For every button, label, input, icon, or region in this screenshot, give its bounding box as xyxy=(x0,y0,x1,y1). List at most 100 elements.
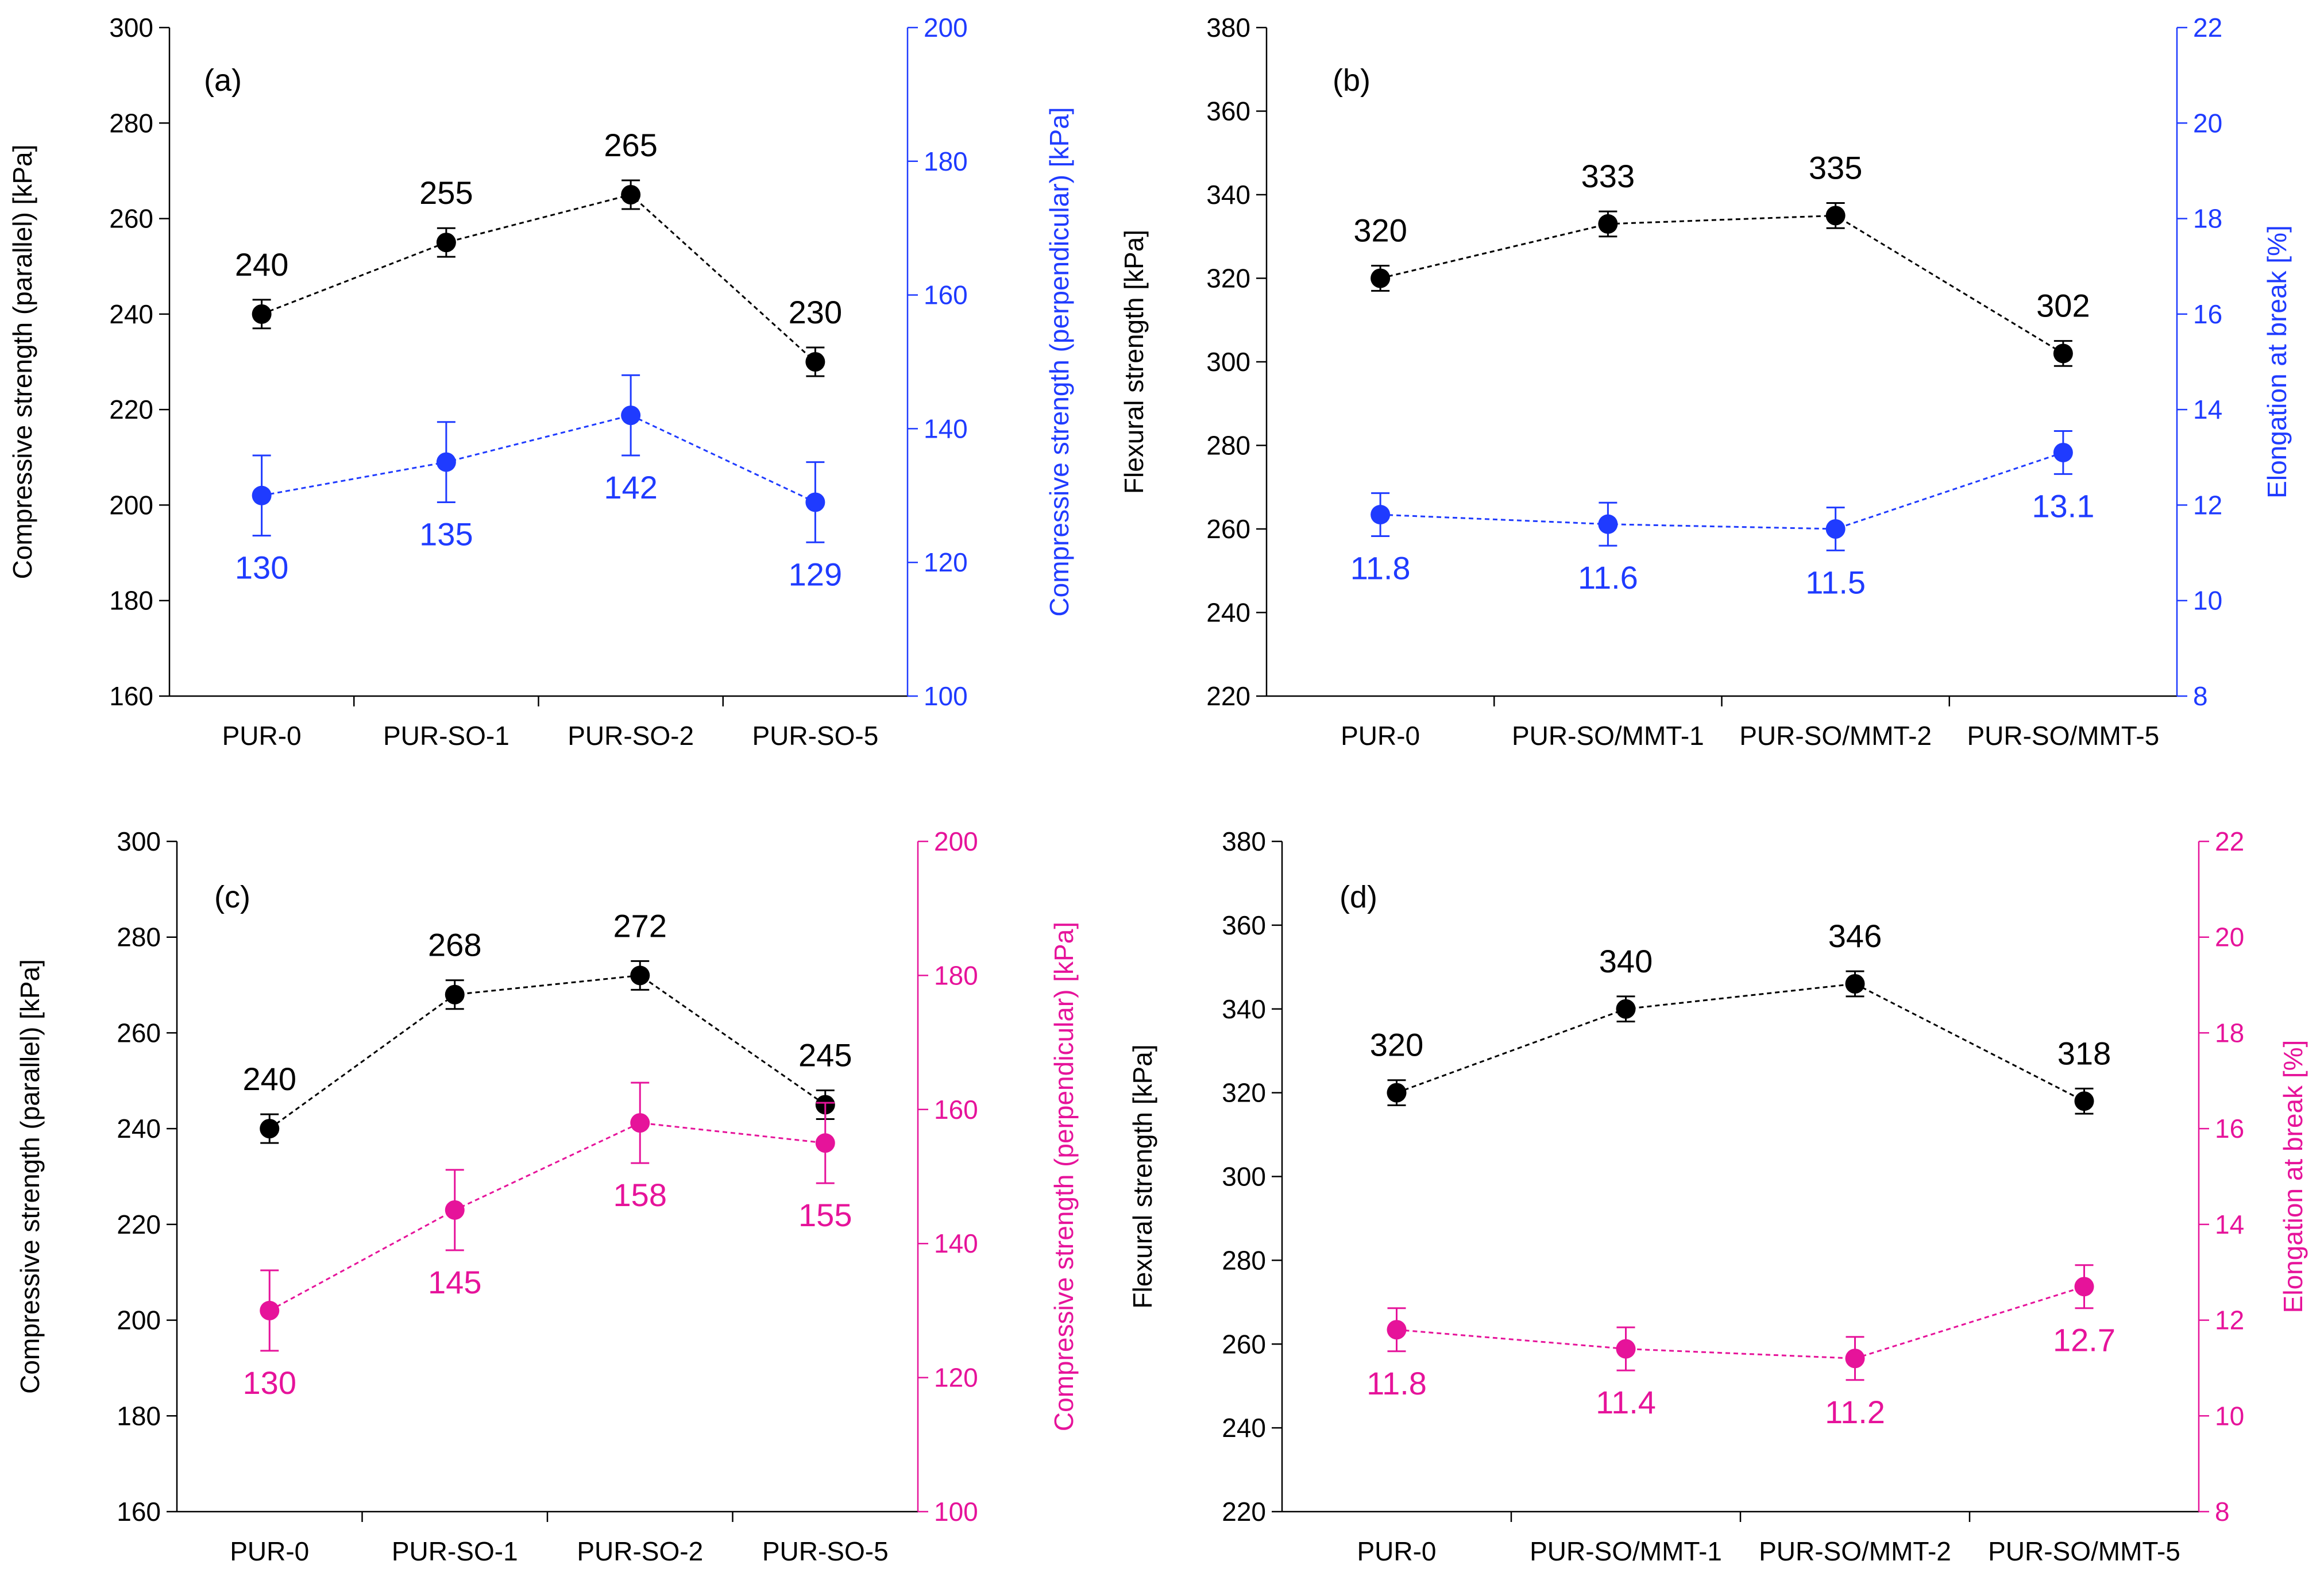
x-tick-label: PUR-SO/MMT-1 xyxy=(1512,721,1704,751)
chart-panel-4: 220 240 260 280 300 320 340 360 380 8 10 12 14 16 18 20… xyxy=(1128,826,2308,1566)
series-line-flexural xyxy=(1396,983,2085,1102)
right-y-tick-label: 18 xyxy=(2215,1018,2244,1048)
x-tick-label: PUR-SO-5 xyxy=(752,721,878,751)
left-y-tick-label: 300 xyxy=(117,826,161,856)
left-y-tick-label: 320 xyxy=(1222,1078,1266,1108)
right-y-tick-label: 10 xyxy=(2193,586,2222,616)
right-y-tick-label: 200 xyxy=(934,826,978,856)
series-line-elongation xyxy=(1380,451,2064,530)
left-y-tick-label: 280 xyxy=(117,922,161,952)
right-y-tick-label: 20 xyxy=(2215,922,2244,952)
right-y-tick-label: 100 xyxy=(924,681,968,711)
left-y-axis-title: Flexural strength [kPa] xyxy=(1119,230,1149,494)
right-y-tick-label: 120 xyxy=(934,1363,978,1393)
data-label: 240 xyxy=(243,1061,296,1097)
right-y-tick-label: 160 xyxy=(934,1095,978,1125)
right-y-tick-label: 180 xyxy=(924,146,968,176)
data-label: 130 xyxy=(243,1365,296,1401)
right-y-axis-title: Elongation at break [%] xyxy=(2278,1040,2308,1313)
left-y-tick-label: 340 xyxy=(1206,180,1250,210)
right-y-tick-label: 8 xyxy=(2193,681,2208,711)
right-y-tick-label: 160 xyxy=(924,280,968,310)
chart-panel-2: 220 240 260 280 300 320 340 360 380 8 10 12 14 16 18 20… xyxy=(1119,13,2292,751)
data-label: 320 xyxy=(1370,1027,1423,1063)
left-y-tick-label: 280 xyxy=(1206,431,1250,461)
left-y-tick-label: 240 xyxy=(109,299,153,329)
x-tick-label: PUR-SO-2 xyxy=(568,721,694,751)
right-y-tick-label: 18 xyxy=(2193,204,2222,234)
data-label: 13.1 xyxy=(2032,488,2094,524)
data-label: 11.4 xyxy=(1596,1384,1656,1420)
left-y-axis-title: Compressive strength (parallel) [kPa] xyxy=(15,959,45,1394)
left-y-tick-label: 260 xyxy=(117,1018,161,1048)
right-y-tick-label: 14 xyxy=(2215,1210,2244,1239)
data-point xyxy=(621,185,641,204)
left-y-tick-label: 360 xyxy=(1206,96,1250,126)
right-y-tick-label: 100 xyxy=(934,1497,978,1527)
data-label: 130 xyxy=(235,550,288,586)
series-line-perpendicular xyxy=(261,414,816,503)
series-line-parallel xyxy=(261,194,816,363)
data-point xyxy=(805,492,825,512)
data-point xyxy=(630,1113,650,1133)
chart-panel-1: 160 180 200 220 240 260 280 300 100 120 140 160 180 2… xyxy=(7,13,1074,751)
data-label: 335 xyxy=(1809,150,1862,186)
left-y-tick-label: 360 xyxy=(1222,910,1266,940)
data-label: 302 xyxy=(2036,288,2090,324)
data-point xyxy=(445,984,465,1005)
series-line-parallel xyxy=(269,974,826,1130)
x-tick-label: PUR-0 xyxy=(1357,1536,1436,1566)
left-y-tick-label: 240 xyxy=(1206,598,1250,628)
right-y-tick-label: 10 xyxy=(2215,1401,2244,1431)
left-y-tick-label: 180 xyxy=(117,1401,161,1431)
left-y-tick-label: 220 xyxy=(117,1210,161,1239)
left-y-tick-label: 380 xyxy=(1206,13,1250,43)
x-tick-label: PUR-SO-5 xyxy=(762,1536,889,1566)
left-y-tick-label: 160 xyxy=(117,1497,161,1527)
x-tick-label: PUR-SO/MMT-5 xyxy=(1967,721,2159,751)
data-label: 135 xyxy=(419,516,473,552)
left-y-tick-label: 320 xyxy=(1206,264,1250,293)
left-y-tick-label: 300 xyxy=(109,13,153,43)
data-point xyxy=(2074,1277,2094,1297)
right-y-tick-label: 180 xyxy=(934,960,978,990)
series-line-flexural xyxy=(1380,214,2064,354)
data-label: 11.2 xyxy=(1825,1394,1885,1430)
data-label: 158 xyxy=(613,1177,667,1213)
right-y-tick-label: 12 xyxy=(2193,490,2222,520)
data-point xyxy=(1825,519,1846,539)
data-point xyxy=(2074,1091,2094,1111)
data-point xyxy=(1616,999,1636,1019)
right-y-tick-label: 16 xyxy=(2215,1114,2244,1143)
panel-label: (b) xyxy=(1333,63,1371,98)
data-label: 155 xyxy=(798,1197,852,1233)
data-label: 11.5 xyxy=(1805,564,1866,600)
right-y-tick-label: 12 xyxy=(2215,1305,2244,1335)
series-line-elongation xyxy=(1396,1285,2084,1359)
data-point xyxy=(260,1300,280,1320)
data-point xyxy=(1845,1349,1865,1369)
x-tick-label: PUR-SO/MMT-5 xyxy=(1988,1536,2180,1566)
right-y-axis-title: Elongation at break [%] xyxy=(2262,225,2292,499)
left-y-tick-label: 260 xyxy=(109,204,153,234)
data-label: 145 xyxy=(428,1264,481,1300)
data-point xyxy=(1387,1320,1407,1340)
right-y-tick-label: 22 xyxy=(2215,826,2244,856)
panel-label: (d) xyxy=(1339,880,1377,914)
right-y-tick-label: 22 xyxy=(2193,13,2222,43)
panel-label: (c) xyxy=(214,880,250,914)
data-point xyxy=(1845,973,1865,994)
data-label: 268 xyxy=(428,927,481,963)
left-y-tick-label: 180 xyxy=(109,586,153,616)
right-y-tick-label: 14 xyxy=(2193,395,2222,424)
data-label: 346 xyxy=(1828,918,1882,954)
left-y-tick-label: 240 xyxy=(117,1114,161,1143)
data-point xyxy=(445,1200,465,1220)
series-line-perpendicular xyxy=(269,1122,825,1312)
left-y-axis-title: Flexural strength [kPa] xyxy=(1128,1044,1157,1308)
data-label: 318 xyxy=(2057,1035,2111,1071)
data-label: 255 xyxy=(419,175,473,211)
data-label: 265 xyxy=(604,127,657,163)
right-y-tick-label: 16 xyxy=(2193,299,2222,329)
